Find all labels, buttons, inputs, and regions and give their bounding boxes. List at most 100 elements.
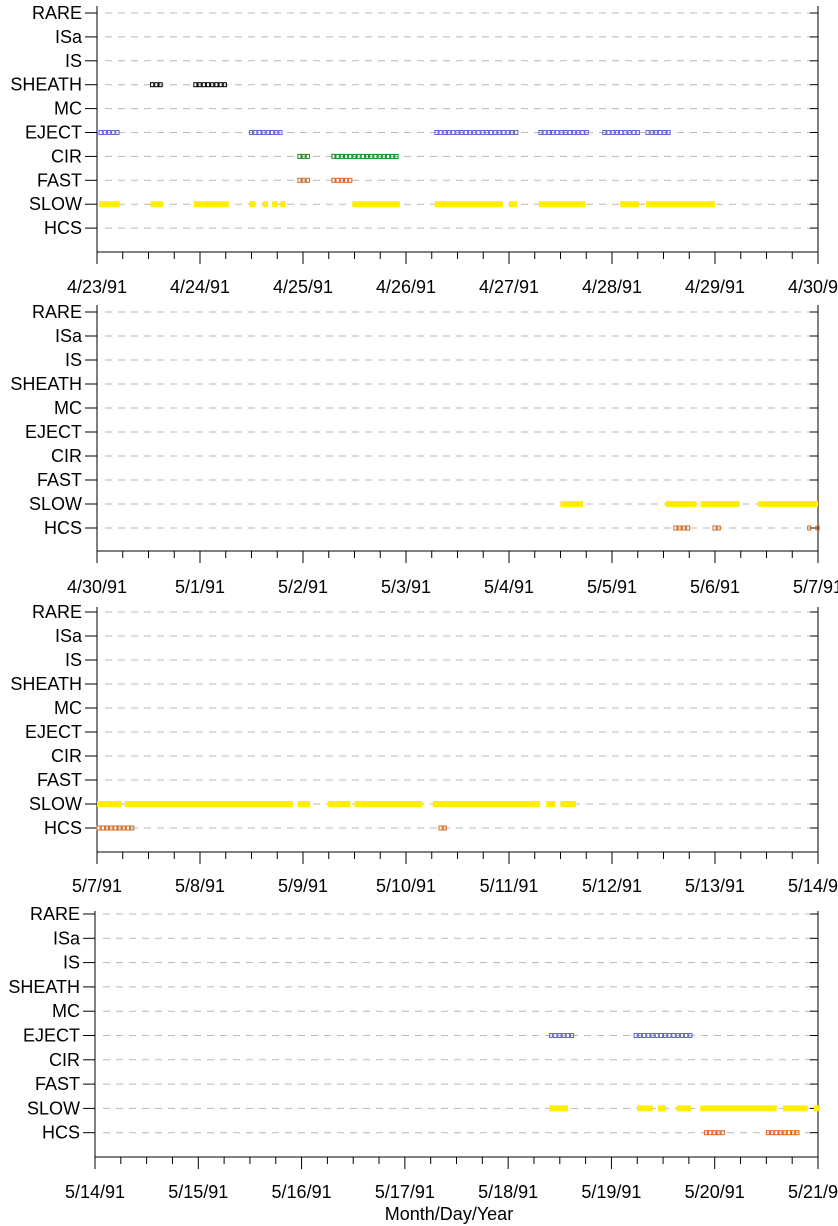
slow-interval xyxy=(432,801,540,807)
eject-marker xyxy=(649,130,654,135)
hcs-marker xyxy=(786,1130,792,1136)
hcs-interval xyxy=(807,525,812,531)
x-tick-label: 5/16/91 xyxy=(272,1182,332,1202)
eject-marker xyxy=(561,1033,566,1038)
category-label-fast: FAST xyxy=(37,470,82,490)
eject-marker xyxy=(633,1033,638,1038)
cir-marker xyxy=(377,153,382,159)
eject-interval xyxy=(645,130,671,135)
hcs-marker xyxy=(438,825,443,831)
fast-interval xyxy=(297,177,310,183)
x-tick-label: 4/30/91 xyxy=(67,577,127,597)
category-label-rare: RARE xyxy=(32,602,82,622)
hcs-marker xyxy=(100,825,105,831)
sheath-interval xyxy=(193,82,227,88)
eject-interval xyxy=(434,130,519,135)
x-tick-label: 5/11/91 xyxy=(480,876,539,896)
eject-interval xyxy=(633,1033,693,1038)
sheath-marker xyxy=(218,82,223,88)
x-tick-label: 5/7/91 xyxy=(793,577,838,597)
eject-marker xyxy=(602,130,607,135)
sheath-marker xyxy=(158,82,163,88)
cir-interval xyxy=(297,153,310,159)
eject-marker xyxy=(675,1033,680,1038)
hcs-marker xyxy=(782,1130,787,1136)
category-label-is: IS xyxy=(63,953,80,973)
eject-marker xyxy=(642,1033,647,1038)
eject-marker xyxy=(548,1033,554,1038)
hcs-marker xyxy=(708,1130,713,1136)
x-tick-label: 5/7/91 xyxy=(72,876,122,896)
category-label-slow: SLOW xyxy=(29,494,82,514)
cir-marker xyxy=(360,153,365,159)
category-label-rare: RARE xyxy=(30,904,80,924)
slow-interval xyxy=(352,201,400,208)
category-label-isa: ISa xyxy=(55,626,83,646)
x-tick-label: 4/29/91 xyxy=(685,277,745,297)
x-tick-label: 5/20/91 xyxy=(685,1182,745,1202)
hcs-marker xyxy=(774,1130,779,1136)
hcs-marker xyxy=(791,1130,796,1136)
eject-marker xyxy=(274,130,279,135)
eject-interval xyxy=(248,130,283,135)
hcs-marker xyxy=(96,825,101,831)
category-label-hcs: HCS xyxy=(44,818,82,838)
x-tick-label: 5/9/91 xyxy=(278,876,328,896)
category-label-is: IS xyxy=(65,350,82,370)
hcs-marker xyxy=(712,1130,717,1136)
slow-interval xyxy=(249,201,256,208)
eject-marker xyxy=(463,130,468,135)
category-label-is: IS xyxy=(65,51,82,71)
cir-marker xyxy=(356,153,361,159)
cir-marker xyxy=(369,153,374,159)
eject-marker xyxy=(650,1033,655,1038)
category-label-is: IS xyxy=(65,650,82,670)
hcs-marker xyxy=(125,825,131,831)
slow-interval xyxy=(560,801,576,807)
eject-marker xyxy=(434,130,439,135)
eject-interval xyxy=(548,1033,575,1038)
x-tick-label: 5/14/91 xyxy=(65,1182,125,1202)
slow-interval xyxy=(509,201,518,208)
category-label-sheath: SHEATH xyxy=(10,75,82,95)
x-tick-label: 5/19/91 xyxy=(581,1182,641,1202)
eject-marker xyxy=(111,130,116,135)
cir-marker xyxy=(364,153,370,159)
eject-marker xyxy=(438,130,443,135)
hcs-marker xyxy=(703,1130,709,1136)
fast-marker xyxy=(343,177,349,183)
category-label-sheath: SHEATH xyxy=(10,374,82,394)
category-label-fast: FAST xyxy=(37,170,82,190)
category-label-sheath: SHEATH xyxy=(8,977,80,997)
eject-interval xyxy=(538,130,589,135)
slow-interval xyxy=(434,201,503,208)
hcs-marker xyxy=(807,525,812,531)
eject-marker xyxy=(679,1033,685,1038)
eject-marker xyxy=(666,130,671,135)
hcs-marker xyxy=(130,825,135,831)
slow-interval xyxy=(813,1105,820,1112)
eject-marker xyxy=(557,1033,562,1038)
sheath-marker xyxy=(214,82,219,88)
sheath-marker xyxy=(205,82,211,88)
eject-interval xyxy=(602,130,641,135)
eject-marker xyxy=(253,130,258,135)
hcs-marker xyxy=(815,525,820,531)
eject-marker xyxy=(637,1033,643,1038)
eject-marker xyxy=(472,130,477,135)
eject-marker xyxy=(653,130,659,135)
sheath-marker xyxy=(150,82,155,88)
category-label-mc: MC xyxy=(54,698,82,718)
fast-interval xyxy=(331,177,353,183)
eject-marker xyxy=(619,130,624,135)
sheath-marker xyxy=(222,82,227,88)
eject-marker xyxy=(248,130,254,135)
eject-marker xyxy=(102,130,107,135)
x-tick-label: 4/23/91 xyxy=(67,277,127,297)
slow-interval xyxy=(676,1105,691,1112)
eject-marker xyxy=(663,1033,668,1038)
hcs-marker xyxy=(770,1130,775,1136)
eject-marker xyxy=(505,130,510,135)
cir-marker xyxy=(343,153,349,159)
eject-marker xyxy=(550,130,556,135)
